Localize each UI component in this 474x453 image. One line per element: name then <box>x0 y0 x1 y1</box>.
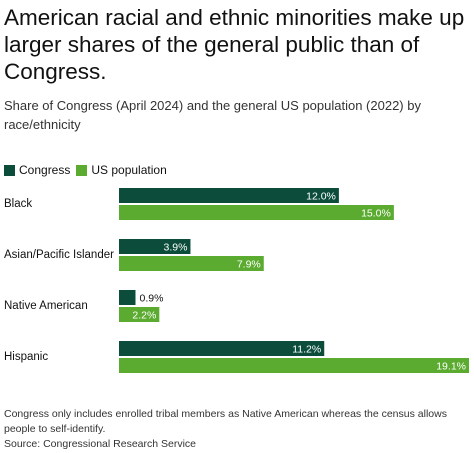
bar-congress <box>119 290 136 305</box>
legend: Congress US population <box>4 163 167 177</box>
legend-label-congress: Congress <box>19 163 71 177</box>
source-note: Source: Congressional Research Service <box>4 438 197 450</box>
bar-us-population <box>119 256 264 271</box>
value-label-congress: 3.9% <box>164 241 188 253</box>
chart-title: American racial and ethnic minorities ma… <box>4 5 465 84</box>
value-label-congress: 11.2% <box>292 343 321 355</box>
legend-swatch-us-population <box>76 164 88 176</box>
bar-congress <box>119 239 191 254</box>
legend-item-congress: Congress <box>4 163 70 177</box>
bar-chart: Black 12.0% 15.0% Asian/Pacific Islander 3.9… <box>4 188 469 373</box>
bar-us-population <box>119 205 394 220</box>
value-label-us-population: 2.2% <box>132 309 156 321</box>
bar-congress <box>119 188 339 203</box>
value-label-us-population: 15.0% <box>361 207 391 219</box>
chart-subtitle: Share of Congress (April 2024) and the g… <box>4 98 421 132</box>
category-label: Native American <box>4 300 88 312</box>
bar-us-population <box>119 358 469 373</box>
legend-item-us-population: US population <box>76 163 167 177</box>
value-label-us-population: 7.9% <box>237 258 261 270</box>
legend-label-us-population: US population <box>91 163 167 177</box>
footnote-block: Congress only includes enrolled tribal m… <box>4 407 470 452</box>
legend-swatch-congress <box>4 164 15 176</box>
bar-congress <box>119 341 325 356</box>
bar-us-population <box>119 307 160 322</box>
value-label-congress: 0.9% <box>139 292 163 304</box>
category-label: Black <box>4 198 32 210</box>
footnote: Congress only includes enrolled tribal m… <box>4 408 447 435</box>
category-label: Asian/Pacific Islander <box>4 249 114 261</box>
value-label-us-population: 19.1% <box>436 360 466 372</box>
value-label-congress: 12.0% <box>306 190 336 202</box>
category-label: Hispanic <box>4 351 48 363</box>
